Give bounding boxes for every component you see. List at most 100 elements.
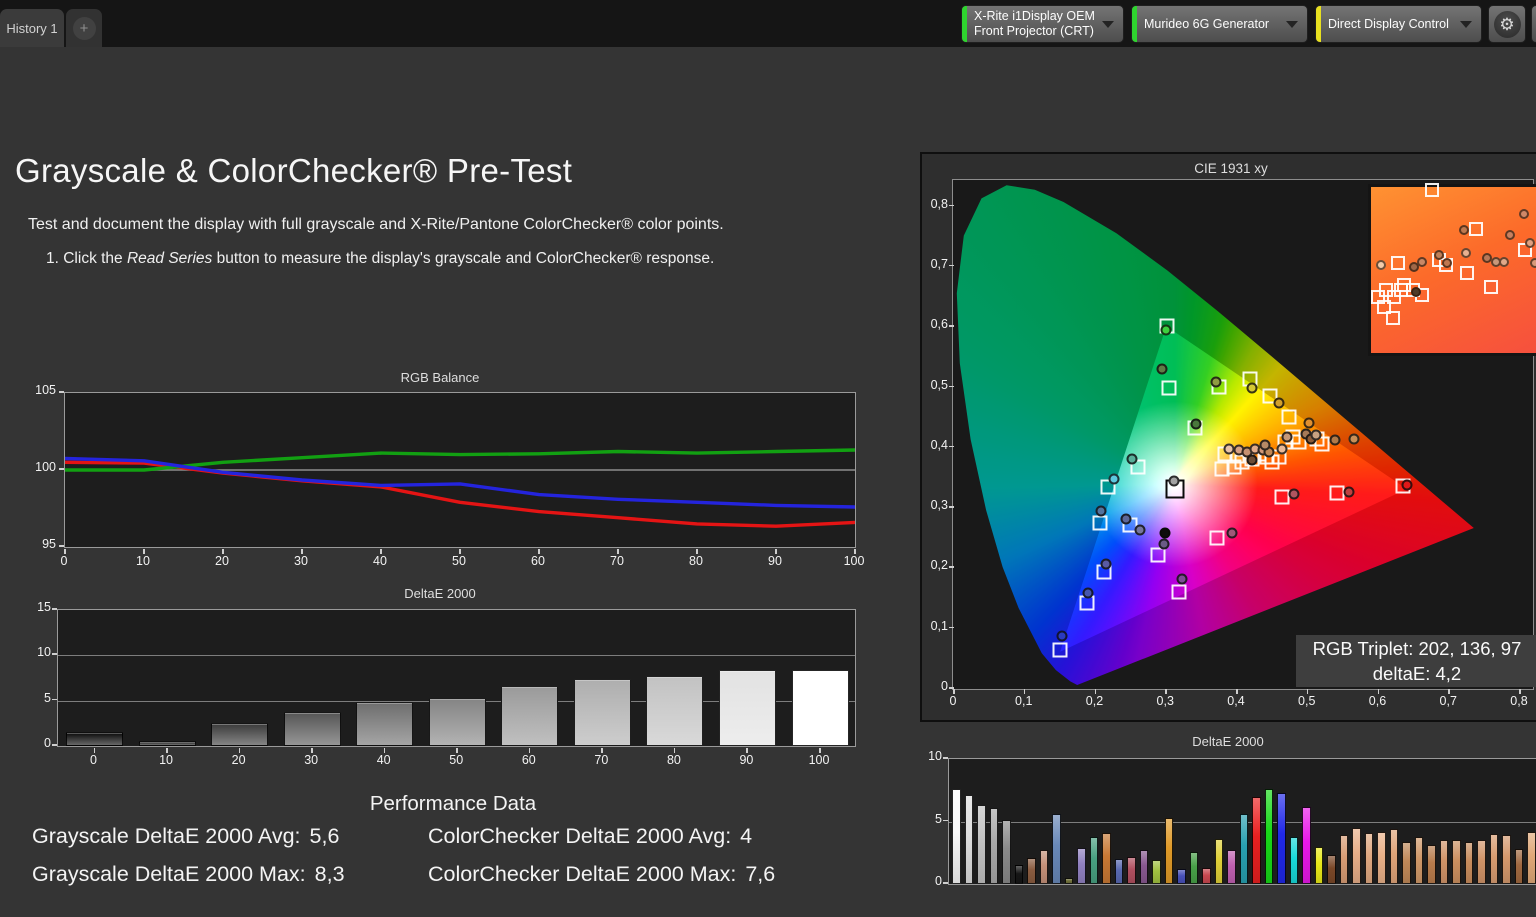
tab-history-1[interactable]: History 1 xyxy=(0,9,64,47)
axis-tick xyxy=(64,549,66,554)
chart-title: DeltaE 2000 xyxy=(404,586,476,601)
axis-tick xyxy=(949,506,954,508)
colorchecker-deltae-bar xyxy=(1239,814,1248,884)
colorchecker-deltae-bar xyxy=(1227,850,1236,884)
axis-tick xyxy=(1094,689,1096,694)
axis-tick-label: 70 xyxy=(594,753,609,767)
device-label: X-Rite i1Display OEM Front Projector (CRT… xyxy=(974,9,1095,38)
axis-tick-label: 10 xyxy=(159,753,173,767)
axis-tick-label: 80 xyxy=(666,753,681,767)
cie-target-marker xyxy=(1100,479,1116,495)
grid-line xyxy=(58,655,855,657)
cie-measured-marker xyxy=(1176,573,1188,585)
axis-tick-label: 0 xyxy=(935,874,942,888)
device-dropdown[interactable]: X-Rite i1Display OEM Front Projector (CRT… xyxy=(961,5,1124,43)
inset-measured-marker xyxy=(1409,261,1420,272)
overflow-button[interactable] xyxy=(1531,5,1536,43)
inset-measured-marker xyxy=(1375,260,1386,271)
grayscale-deltae-bar xyxy=(573,678,631,746)
inset-target-marker xyxy=(1460,266,1475,281)
chart-canvas xyxy=(65,448,855,528)
axis-tick xyxy=(601,748,603,753)
cie-measured-marker xyxy=(1095,505,1107,517)
axis-tick-label: 0,3 xyxy=(930,498,948,513)
chevron-down-icon xyxy=(1286,20,1298,28)
colorchecker-deltae-bar xyxy=(1514,849,1523,884)
axis-tick xyxy=(819,748,821,753)
inset-measured-marker xyxy=(1530,258,1536,269)
cie-measured-marker xyxy=(1156,363,1168,375)
axis-tick xyxy=(52,653,57,655)
cie-measured-marker xyxy=(1134,524,1146,536)
axis-tick xyxy=(528,748,531,753)
axis-tick xyxy=(953,689,955,694)
axis-tick-label: 0 xyxy=(60,554,68,568)
new-tab-button[interactable]: + xyxy=(66,9,102,47)
device-status-indicator xyxy=(1132,6,1137,42)
cie-measured-marker xyxy=(1246,454,1258,466)
device-dropdown[interactable]: Murideo 6G Generator xyxy=(1131,5,1308,43)
device-status-indicator xyxy=(1316,6,1321,42)
grayscale-deltae-bar xyxy=(138,740,196,746)
axis-tick-label: 0 xyxy=(949,694,957,708)
colorchecker-deltae-bar xyxy=(1389,829,1398,884)
grayscale-deltae-bar xyxy=(211,723,269,746)
inset-target-marker xyxy=(1377,299,1392,314)
cie-target-marker xyxy=(1092,515,1108,531)
axis-tick xyxy=(1519,689,1521,694)
colorchecker-deltae-bar xyxy=(1152,860,1161,884)
grayscale-deltae-bar xyxy=(791,669,849,746)
inset-target-marker xyxy=(1425,183,1440,198)
inset-target-marker xyxy=(1397,277,1412,292)
colorchecker-deltae-bar xyxy=(1477,840,1486,884)
axis-tick-label: 0,3 xyxy=(1156,694,1174,708)
axis-tick-label: 5 xyxy=(44,690,51,705)
stat-value: 7,6 xyxy=(745,862,776,886)
axis-tick xyxy=(383,748,386,753)
axis-tick-label: 50 xyxy=(452,554,466,568)
inset-measured-marker xyxy=(1434,250,1445,261)
axis-tick xyxy=(696,549,698,554)
cie-measured-marker xyxy=(1329,434,1341,446)
axis-tick-label: 30 xyxy=(304,753,319,767)
colorchecker-deltae-bar xyxy=(1452,840,1461,884)
axis-tick-label: 0 xyxy=(44,736,51,750)
axis-tick-label: 20 xyxy=(231,753,246,767)
colorchecker-deltae-bar xyxy=(989,807,998,884)
colorchecker-deltae-bar xyxy=(1427,845,1436,884)
colorchecker-deltae-bar xyxy=(1189,851,1198,884)
cie-measured-marker xyxy=(1273,397,1285,409)
annotation-rgb-triplet: RGB Triplet: 202, 136, 97 xyxy=(1312,638,1522,659)
axis-tick-label: 105 xyxy=(35,383,56,397)
performance-stat: Grayscale DeltaE 2000 Max: 8,3 xyxy=(32,862,345,887)
axis-tick xyxy=(52,608,57,610)
axis-tick-label: 60 xyxy=(521,753,536,767)
settings-button[interactable]: ⚙ xyxy=(1488,5,1526,43)
axis-tick xyxy=(943,757,948,759)
cie-target-marker xyxy=(1150,547,1166,563)
inset-measured-marker xyxy=(1525,238,1536,249)
axis-tick xyxy=(59,545,64,547)
axis-tick-label: 60 xyxy=(531,554,545,568)
inset-target-marker xyxy=(1468,221,1483,236)
axis-tick xyxy=(746,748,748,753)
cie-target-marker xyxy=(1171,584,1187,600)
cie-measured-marker xyxy=(1288,488,1300,500)
colorchecker-deltae-bar xyxy=(1489,834,1498,884)
axis-tick-label: 0,6 xyxy=(1368,694,1387,708)
device-dropdown[interactable]: Direct Display Control xyxy=(1315,5,1482,43)
axis-tick xyxy=(1023,689,1026,694)
colorchecker-deltae-bar xyxy=(1077,847,1086,884)
axis-tick-label: 100 xyxy=(843,554,865,568)
colorchecker-deltae-bar xyxy=(1052,814,1061,884)
colorchecker-deltae-bar xyxy=(1064,877,1073,884)
top-bar: History 1 + X-Rite i1Display OEM Front Pr… xyxy=(0,0,1536,47)
device-label: Murideo 6G Generator xyxy=(1144,16,1270,31)
axis-tick-label: 0,7 xyxy=(1439,694,1457,708)
axis-tick-label: 0,1 xyxy=(1015,694,1033,708)
axis-tick-label: 0 xyxy=(941,679,948,693)
colorchecker-deltae-bar xyxy=(964,795,973,884)
axis-tick-label: 0,2 xyxy=(1085,694,1104,708)
axis-tick xyxy=(854,549,856,554)
axis-tick xyxy=(538,549,540,554)
